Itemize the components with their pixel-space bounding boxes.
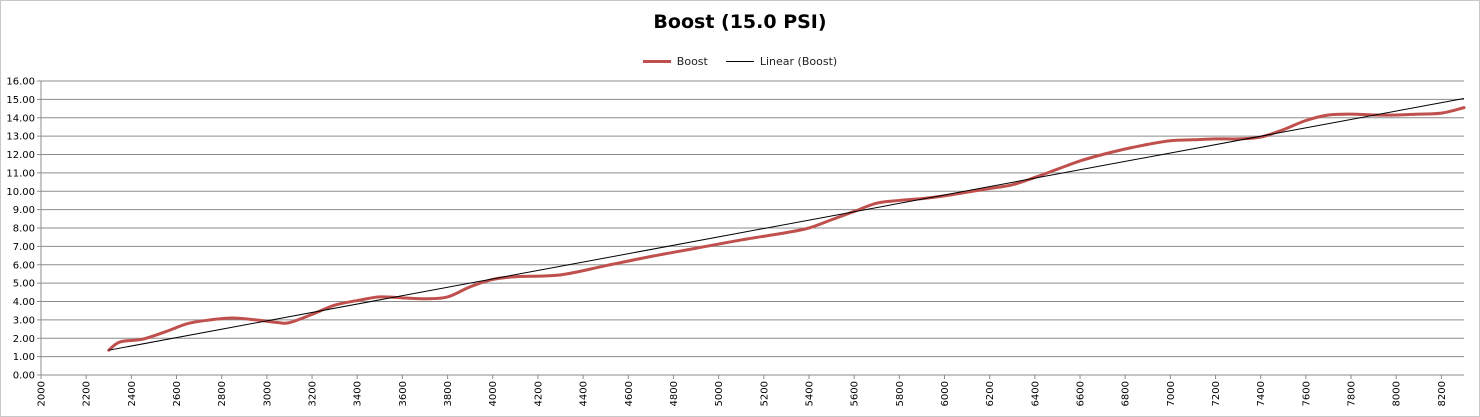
x-tick-label: 6800 (1121, 381, 1132, 406)
y-tick-label: 16.00 (6, 77, 35, 88)
x-tick-label: 7200 (1211, 381, 1222, 406)
y-tick-label: 15.00 (6, 95, 35, 106)
y-tick-label: 0.00 (13, 371, 35, 382)
y-tick-label: 4.00 (13, 297, 35, 308)
legend-swatch-linear (725, 61, 754, 62)
x-tick-label: 8000 (1392, 381, 1403, 406)
y-tick-label: 12.00 (6, 150, 35, 161)
y-tick-label: 5.00 (13, 279, 35, 290)
x-tick-label: 6000 (940, 381, 951, 406)
x-tick-label: 7000 (1166, 381, 1177, 406)
series-line-linear-boost (108, 97, 1465, 351)
x-tick-label: 6400 (1030, 381, 1041, 406)
x-tick-label: 3400 (353, 381, 364, 406)
y-tick-label: 13.00 (6, 132, 35, 143)
x-tick-label: 5400 (804, 381, 815, 406)
x-tick-label: 2000 (37, 381, 48, 406)
x-tick-label: 2600 (172, 381, 183, 406)
legend-swatch-boost (642, 60, 671, 63)
x-tick-label: 4400 (579, 381, 590, 406)
y-tick-label: 3.00 (13, 315, 35, 326)
x-tick-label: 6200 (985, 381, 996, 406)
x-tick-label: 5800 (895, 381, 906, 406)
legend-entry-linear: Linear (Boost) (725, 55, 838, 68)
x-tick-label: 2400 (127, 381, 138, 406)
chart-title: Boost (15.0 PSI) (653, 11, 827, 33)
x-tick-label: 3800 (443, 381, 454, 406)
x-tick-label: 5200 (759, 381, 770, 406)
y-tick-label: 1.00 (13, 352, 35, 363)
legend-label-linear: Linear (Boost) (759, 55, 838, 68)
y-tick-label: 14.00 (6, 113, 35, 124)
x-tick-label: 7400 (1256, 381, 1267, 406)
y-tick-label: 8.00 (13, 224, 35, 235)
legend-label-boost: Boost (676, 55, 708, 68)
x-tick-label: 3200 (308, 381, 319, 406)
x-tick-label: 4800 (669, 381, 680, 406)
x-tick-label: 2200 (82, 381, 93, 406)
y-tick-label: 10.00 (6, 187, 35, 198)
x-tick-label: 7800 (1347, 381, 1358, 406)
legend: Boost Linear (Boost) (1, 55, 1479, 68)
y-tick-label: 9.00 (13, 205, 35, 216)
x-tick-label: 2800 (217, 381, 228, 406)
x-tick-label: 6600 (1076, 381, 1087, 406)
x-tick-label: 4000 (488, 381, 499, 406)
legend-entry-boost: Boost (642, 55, 708, 68)
y-tick-label: 2.00 (13, 334, 35, 345)
x-tick-label: 4600 (624, 381, 635, 406)
x-tick-label: 8200 (1437, 381, 1448, 406)
x-tick-label: 5600 (850, 381, 861, 406)
y-tick-label: 11.00 (6, 168, 35, 179)
x-tick-label: 5000 (714, 381, 725, 406)
x-tick-label: 3000 (262, 381, 273, 406)
series-line-boost (107, 106, 1466, 352)
x-tick-label: 3600 (398, 381, 409, 406)
y-tick-label: 7.00 (13, 242, 35, 253)
y-tick-label: 6.00 (13, 260, 35, 271)
x-tick-label: 4200 (533, 381, 544, 406)
x-tick-label: 7600 (1301, 381, 1312, 406)
